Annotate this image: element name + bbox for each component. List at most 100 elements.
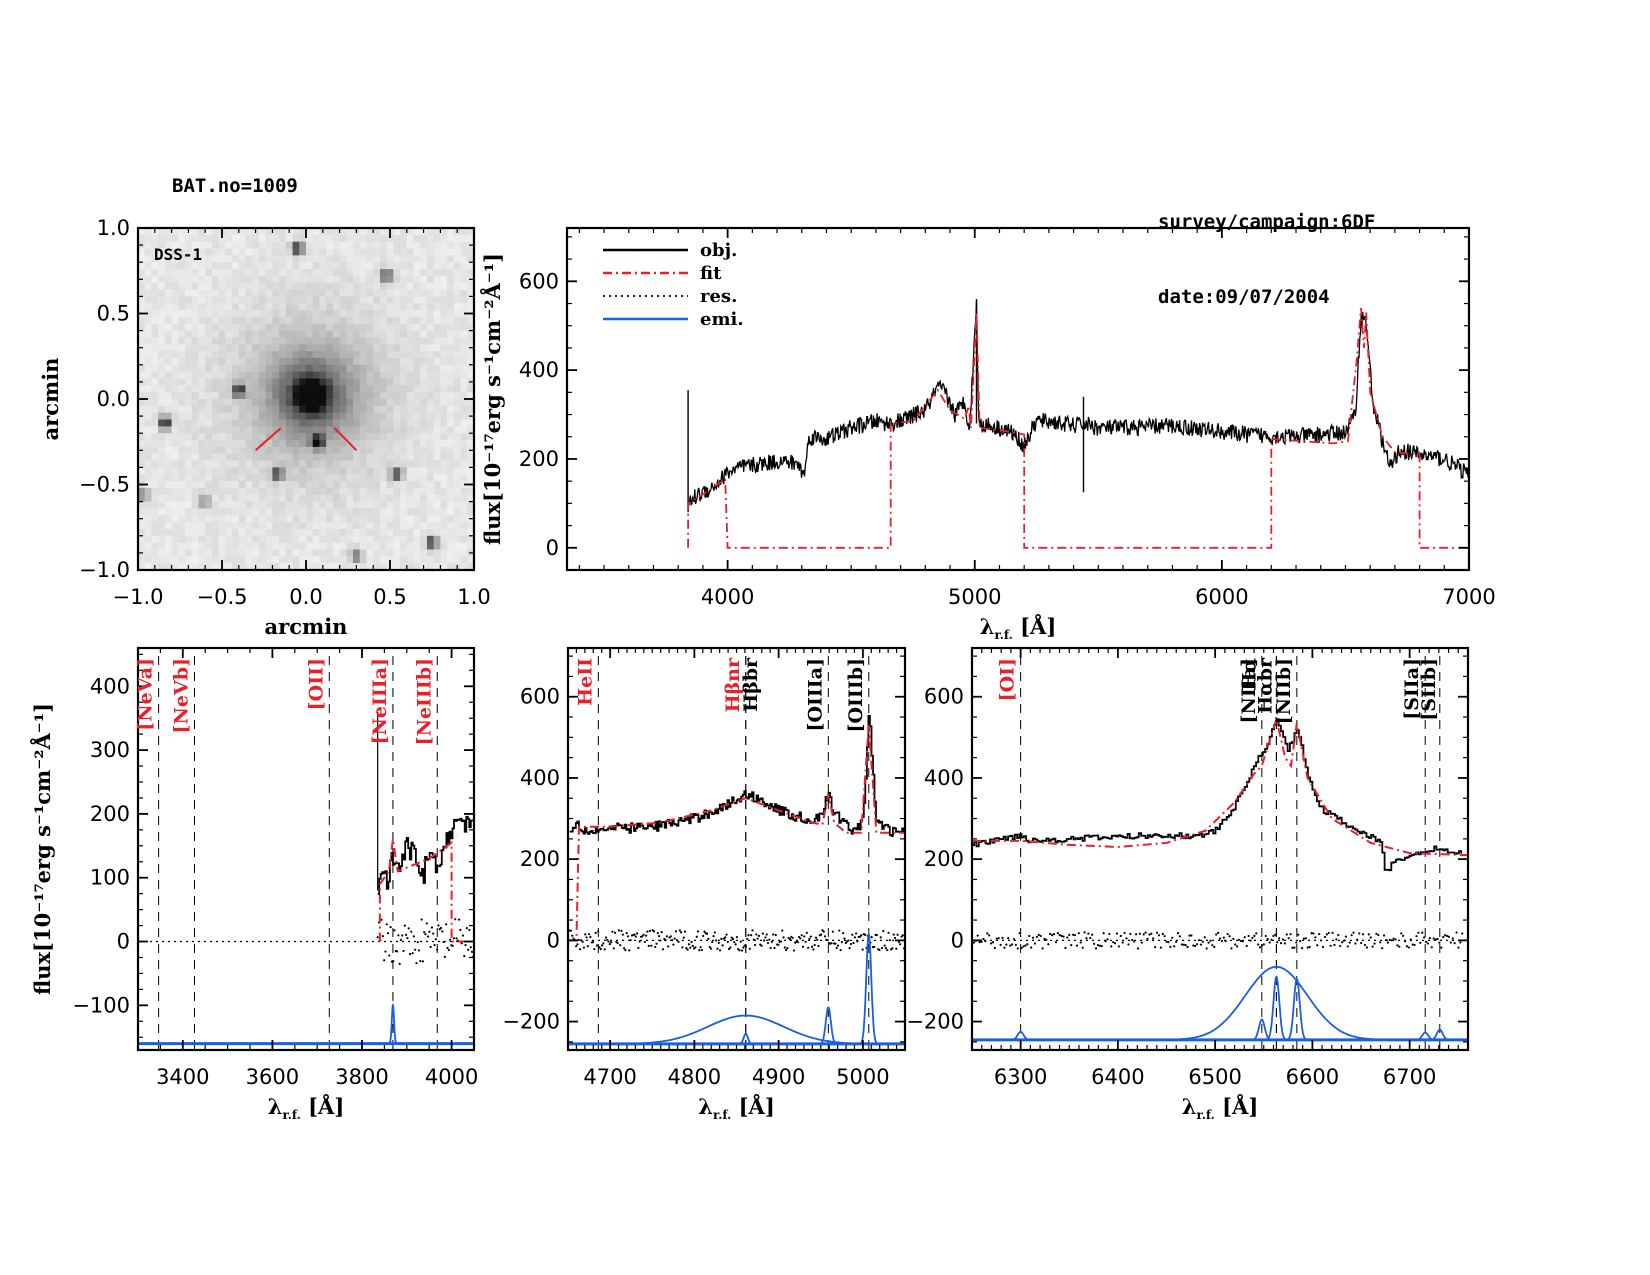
image-pixel	[406, 494, 415, 503]
image-pixel	[164, 549, 173, 557]
image-pixel	[319, 351, 327, 359]
image-pixel	[279, 419, 287, 427]
image-pixel	[158, 303, 166, 311]
residual-point	[1260, 944, 1264, 947]
image-pixel	[198, 248, 206, 256]
image-pixel	[178, 453, 186, 462]
image-pixel	[171, 474, 179, 482]
image-pixel	[420, 556, 428, 564]
image-pixel	[420, 501, 428, 510]
image-pixel	[306, 378, 314, 386]
residual-point	[840, 941, 843, 944]
image-pixel	[393, 535, 401, 544]
image-pixel	[245, 426, 253, 434]
residual-point	[1096, 943, 1100, 947]
residual-point	[972, 941, 976, 944]
residual-point	[1432, 937, 1435, 940]
image-pixel	[198, 419, 206, 427]
image-pixel	[339, 296, 347, 304]
image-pixel	[285, 399, 294, 407]
image-pixel	[151, 248, 159, 256]
image-pixel	[238, 228, 247, 236]
image-pixel	[258, 412, 267, 421]
image-pixel	[252, 255, 260, 263]
residual-point	[1457, 946, 1460, 949]
residual-point	[652, 930, 656, 933]
residual-point	[445, 923, 448, 926]
residual-point	[756, 937, 759, 940]
image-pixel	[279, 412, 287, 421]
image-pixel	[158, 522, 166, 530]
residual-point	[1161, 932, 1164, 936]
image-pixel	[138, 282, 146, 291]
image-pixel	[393, 234, 401, 243]
residual-point	[901, 934, 904, 937]
image-pixel	[158, 535, 166, 544]
image-pixel	[467, 494, 475, 503]
residual-point	[796, 940, 799, 944]
residual-point	[1436, 937, 1439, 941]
image-pixel	[393, 487, 401, 496]
emi-component	[1247, 1018, 1277, 1041]
image-pixel	[312, 453, 321, 462]
image-pixel	[232, 412, 240, 421]
image-pixel	[292, 241, 300, 250]
image-pixel	[191, 330, 200, 339]
residual-point	[1237, 938, 1241, 941]
image-pixel	[285, 262, 294, 270]
image-pixel	[366, 241, 374, 250]
image-pixel	[292, 330, 300, 339]
image-pixel	[359, 433, 368, 441]
image-pixel	[292, 282, 300, 291]
residual-point	[464, 943, 467, 947]
image-pixel	[359, 378, 368, 386]
residual-point	[1026, 943, 1029, 946]
image-pixel	[232, 262, 240, 270]
image-pixel	[467, 535, 475, 544]
image-pixel	[359, 440, 368, 448]
image-pixel	[460, 392, 468, 400]
image-pixel	[353, 234, 361, 243]
image-pixel	[400, 549, 408, 557]
image-pixel	[292, 453, 300, 462]
image-pixel	[258, 269, 267, 277]
residual-point	[1194, 944, 1197, 948]
image-pixel	[339, 467, 347, 475]
image-pixel	[433, 549, 441, 557]
residual-point	[1148, 933, 1151, 936]
residual-point	[1106, 938, 1109, 941]
image-pixel	[386, 528, 394, 537]
image-pixel	[299, 228, 307, 236]
image-pixel	[245, 269, 253, 277]
image-pixel	[171, 330, 179, 339]
image-pixel	[265, 228, 273, 236]
image-pixel	[460, 467, 468, 475]
image-pixel	[312, 528, 321, 537]
residual-point	[892, 933, 895, 936]
residual-point	[599, 947, 602, 951]
residual-point	[1384, 939, 1388, 942]
residual-point	[883, 944, 886, 947]
residual-point	[678, 929, 681, 932]
image-pixel	[440, 487, 448, 496]
residual-point	[569, 929, 573, 932]
image-pixel	[272, 494, 280, 503]
line-label: [OII]	[305, 658, 327, 710]
residual-point	[1310, 932, 1313, 935]
image-pixel	[138, 528, 146, 537]
residual-point	[425, 922, 428, 925]
residual-point	[446, 946, 449, 950]
image-pixel	[272, 310, 280, 318]
image-pixel	[178, 296, 186, 304]
image-pixel	[400, 522, 408, 530]
image-pixel	[171, 399, 179, 407]
image-pixel	[225, 234, 233, 243]
image-pixel	[332, 262, 341, 270]
image-pixel	[332, 522, 341, 530]
image-pixel	[306, 481, 314, 489]
image-pixel	[393, 494, 401, 503]
image-pixel	[279, 481, 287, 489]
image-pixel	[366, 487, 374, 496]
image-pixel	[211, 405, 220, 414]
